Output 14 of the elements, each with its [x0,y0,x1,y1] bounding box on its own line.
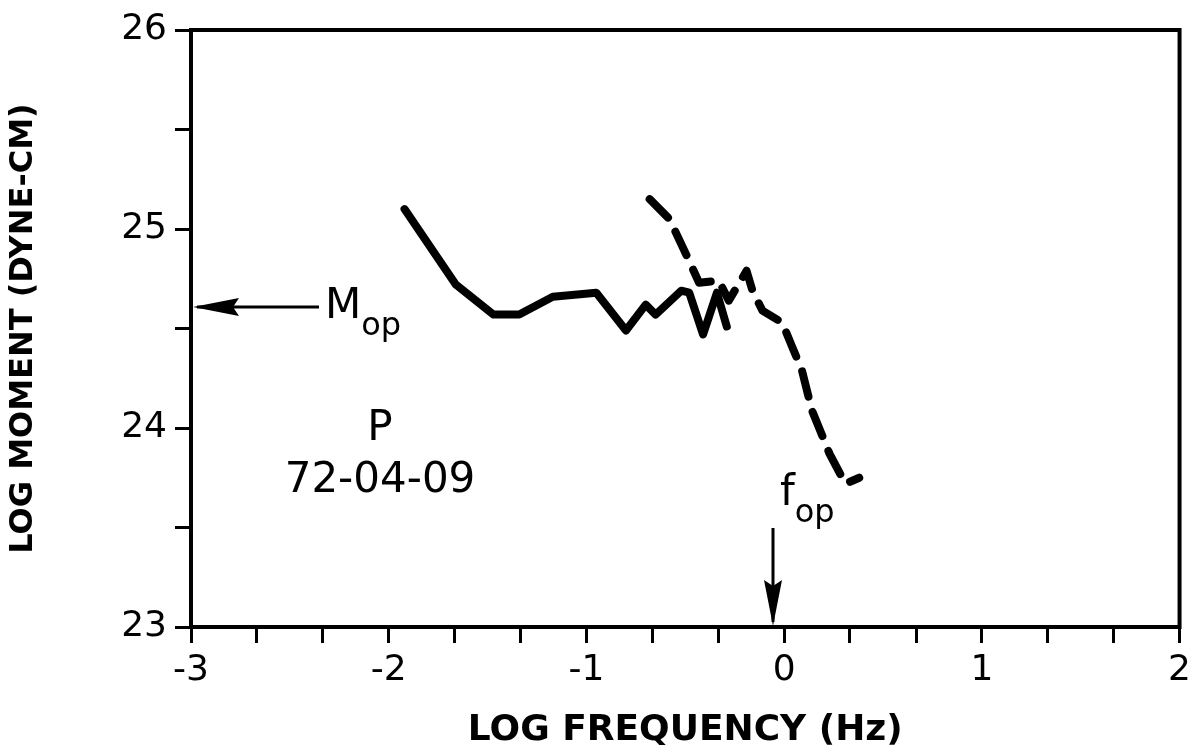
x-tick-label: -3 [173,646,209,688]
x-tick-label: 1 [970,646,994,688]
y-tick-label: 26 [121,6,167,48]
y-tick-label: 23 [121,603,167,645]
annotation: P [367,401,393,450]
x-tick-label: -1 [568,646,605,688]
y-tick-label: 25 [121,205,167,247]
x-tick-label: 0 [772,646,796,688]
x-tick-label: 2 [1168,646,1191,688]
y-axis-title: LOG MOMENT (DYNE-CM) [1,103,40,554]
x-tick-label: -2 [370,646,407,688]
x-axis-title: LOG FREQUENCY (Hz) [467,706,903,748]
annotation: 72-04-09 [284,453,476,502]
y-tick-label: 24 [121,404,167,446]
